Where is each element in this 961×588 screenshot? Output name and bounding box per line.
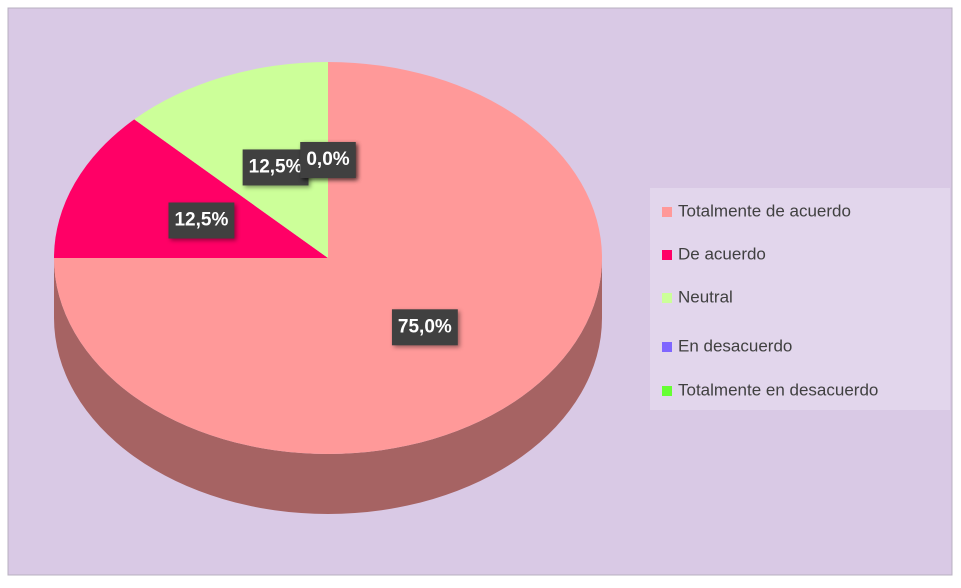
- data-label-box: [168, 202, 235, 239]
- pie-slice: [54, 119, 328, 258]
- data-label-box: [391, 309, 458, 346]
- legend-label: Totalmente de acuerdo: [678, 201, 851, 220]
- legend: Totalmente de acuerdo De acuerdo Neutral En…: [662, 201, 878, 399]
- pie-slice: [134, 62, 328, 258]
- data-label-text: 0,0%: [306, 149, 349, 170]
- data-label-text: 12,5%: [249, 156, 303, 177]
- data-labels: 75,0%12,5%12,5%0,0%0,0%: [168, 142, 458, 346]
- legend-swatch: [662, 293, 672, 303]
- legend-label: Totalmente en desacuerdo: [678, 380, 878, 399]
- data-label: 75,0%: [391, 309, 458, 346]
- pie: [54, 62, 602, 514]
- data-label-box: [242, 149, 309, 186]
- legend-label: En desacuerdo: [678, 336, 792, 355]
- data-label: 12,5%: [168, 202, 235, 239]
- legend-label: Neutral: [678, 287, 733, 306]
- legend-swatch: [662, 250, 672, 260]
- legend-label: De acuerdo: [678, 244, 766, 263]
- data-label: 0,0%: [300, 142, 356, 178]
- data-label: 12,5%: [242, 149, 309, 186]
- pie-side: [54, 258, 602, 514]
- legend-swatch: [662, 386, 672, 396]
- legend-swatch: [662, 207, 672, 217]
- data-label-text: 75,0%: [398, 316, 452, 337]
- data-label-box: [300, 142, 356, 178]
- legend-swatch: [662, 342, 672, 352]
- data-label-text: 12,5%: [174, 210, 228, 231]
- legend-box: [650, 188, 950, 410]
